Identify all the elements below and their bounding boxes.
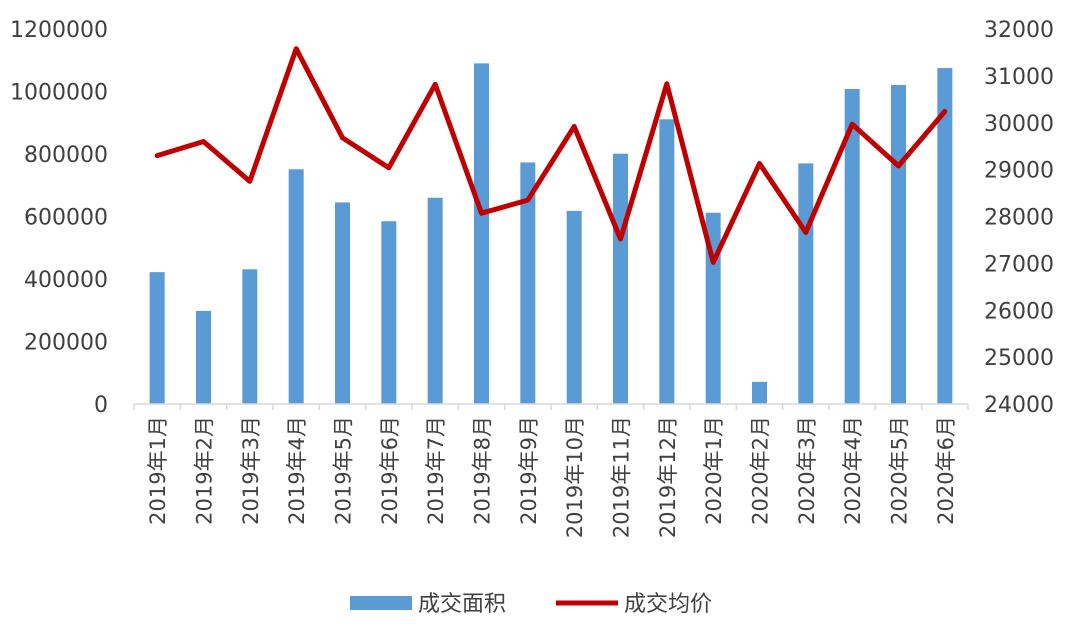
x-tick-label: 2020年4月 [841,416,865,525]
y-left-tick-label: 1200000 [10,18,108,43]
x-tick-label: 2019年11月 [610,416,634,538]
x-tick-label: 2019年9月 [517,416,541,525]
bar [242,269,258,404]
x-tick-label: 2019年10月 [563,416,587,538]
legend-label-bar: 成交面积 [418,592,506,617]
line-series [154,46,948,265]
bar [752,381,767,404]
price-line [154,46,948,265]
x-tick-label: 2019年4月 [285,416,309,525]
x-tick-label: 2019年3月 [239,416,263,525]
y-right-tick-label: 29000 [984,159,1054,184]
bar [520,162,536,404]
legend-swatch-bar [350,596,412,610]
bar [288,169,304,404]
bar [705,212,721,404]
bar [149,272,165,404]
y-axis-right: 24000 25000 26000 27000 28000 29000 30000 31000… [984,18,1054,418]
y-left-tick-label: 200000 [24,331,108,356]
bar [937,68,953,404]
y-left-tick-label: 0 [94,393,108,418]
x-tick-label: 2020年2月 [749,416,773,525]
bar [427,197,443,404]
y-right-tick-label: 30000 [984,112,1054,137]
y-right-tick-label: 27000 [984,252,1054,277]
y-left-tick-label: 600000 [24,206,108,231]
x-tick-label: 2020年5月 [888,416,912,525]
bar [844,89,860,404]
y-right-tick-label: 28000 [984,206,1054,231]
x-tick-label: 2019年7月 [424,416,448,525]
x-tick-label: 2020年3月 [795,416,819,525]
x-axis-ticks [133,404,969,410]
bar [613,153,628,404]
bar [566,210,582,404]
x-tick-label: 2020年6月 [934,416,958,525]
x-tick-label: 2019年5月 [332,416,356,525]
x-tick-label: 2019年2月 [193,416,217,525]
y-right-tick-label: 32000 [984,18,1054,43]
x-tick-label: 2019年12月 [656,416,680,538]
y-right-tick-label: 31000 [984,65,1054,90]
x-axis-labels: 2019年1月 2019年2月 2019年3月 2019年4月 2019年5月 2019年… [146,416,958,538]
bar [474,63,489,404]
y-right-tick-label: 24000 [984,393,1054,418]
y-left-tick-label: 1000000 [10,81,108,106]
y-left-tick-label: 400000 [24,268,108,293]
y-axis-left: 0 200000 400000 600000 800000 1000000 1200000 [10,18,108,418]
x-tick-label: 2020年1月 [702,416,726,525]
y-right-tick-label: 25000 [984,346,1054,371]
bar [798,163,814,404]
x-tick-label: 2019年1月 [146,416,170,525]
y-left-tick-label: 800000 [24,143,108,168]
bar-series [149,63,953,404]
bar [891,84,906,404]
bar [659,119,675,404]
legend: 成交面积 成交均价 [350,592,712,617]
x-tick-label: 2019年6月 [378,416,402,525]
bar [335,202,350,404]
legend-label-line: 成交均价 [624,592,712,617]
x-tick-label: 2019年8月 [471,416,495,525]
bar [381,221,397,404]
bar [196,310,211,404]
y-right-tick-label: 26000 [984,299,1054,324]
